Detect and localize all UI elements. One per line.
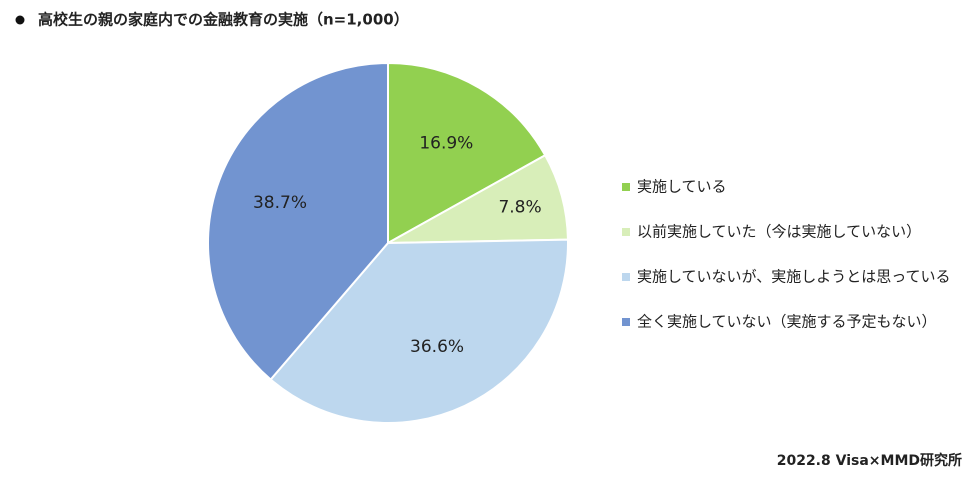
data-label: 36.6% [410,337,464,357]
data-label: 38.7% [253,193,307,213]
pie-slice [387,61,547,245]
legend-label: 以前実施していた（今は実施していない） [637,223,921,241]
legend-label: 全く実施していない（実施する予定もない） [637,313,937,331]
title-bullet [15,15,25,25]
data-label: 7.8% [498,197,541,217]
legend-label: 実施している [637,178,727,196]
legend-swatch [622,183,630,191]
legend-swatch [622,273,630,281]
source: 2022.8 Visa×MMD研究所 [777,452,962,469]
data-label: 16.9% [419,134,473,154]
legend-label: 実施していないが、実施しようとは思っている [637,268,951,286]
chart-title: 高校生の親の家庭内での金融教育の実施（n=1,000） [38,11,409,29]
pie-slice [269,238,569,424]
pie-slice [207,61,389,381]
legend-swatch [622,228,630,236]
legend-swatch [622,318,630,326]
